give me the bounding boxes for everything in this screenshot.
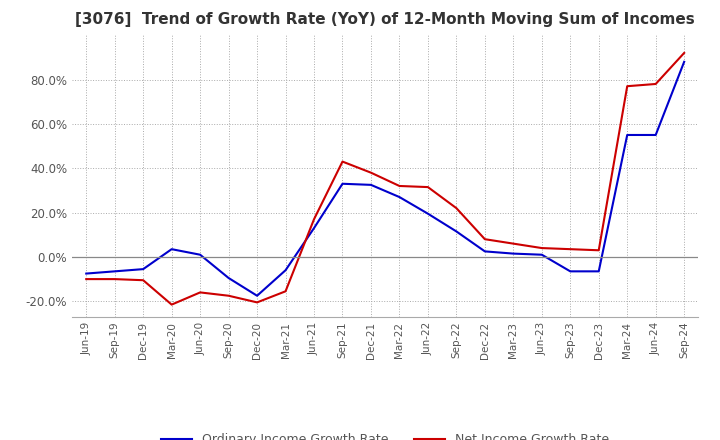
Net Income Growth Rate bbox=[680, 50, 688, 55]
Ordinary Income Growth Rate bbox=[480, 249, 489, 254]
Net Income Growth Rate bbox=[537, 246, 546, 251]
Net Income Growth Rate bbox=[595, 248, 603, 253]
Line: Net Income Growth Rate: Net Income Growth Rate bbox=[86, 53, 684, 304]
Ordinary Income Growth Rate bbox=[537, 252, 546, 257]
Net Income Growth Rate bbox=[452, 205, 461, 211]
Ordinary Income Growth Rate bbox=[595, 269, 603, 274]
Net Income Growth Rate bbox=[366, 170, 375, 175]
Ordinary Income Growth Rate bbox=[310, 225, 318, 231]
Net Income Growth Rate bbox=[139, 278, 148, 283]
Ordinary Income Growth Rate bbox=[110, 269, 119, 274]
Ordinary Income Growth Rate bbox=[82, 271, 91, 276]
Ordinary Income Growth Rate bbox=[253, 293, 261, 298]
Ordinary Income Growth Rate bbox=[196, 252, 204, 257]
Ordinary Income Growth Rate bbox=[623, 132, 631, 138]
Net Income Growth Rate bbox=[110, 276, 119, 282]
Net Income Growth Rate bbox=[310, 216, 318, 222]
Net Income Growth Rate bbox=[395, 183, 404, 189]
Line: Ordinary Income Growth Rate: Ordinary Income Growth Rate bbox=[86, 62, 684, 296]
Ordinary Income Growth Rate bbox=[338, 181, 347, 187]
Net Income Growth Rate bbox=[652, 81, 660, 87]
Net Income Growth Rate bbox=[82, 276, 91, 282]
Legend: Ordinary Income Growth Rate, Net Income Growth Rate: Ordinary Income Growth Rate, Net Income … bbox=[156, 429, 614, 440]
Net Income Growth Rate bbox=[253, 300, 261, 305]
Net Income Growth Rate bbox=[225, 293, 233, 298]
Ordinary Income Growth Rate bbox=[225, 275, 233, 281]
Ordinary Income Growth Rate bbox=[680, 59, 688, 64]
Title: [3076]  Trend of Growth Rate (YoY) of 12-Month Moving Sum of Incomes: [3076] Trend of Growth Rate (YoY) of 12-… bbox=[76, 12, 695, 27]
Net Income Growth Rate bbox=[480, 237, 489, 242]
Net Income Growth Rate bbox=[338, 159, 347, 164]
Ordinary Income Growth Rate bbox=[652, 132, 660, 138]
Ordinary Income Growth Rate bbox=[452, 229, 461, 234]
Ordinary Income Growth Rate bbox=[366, 182, 375, 187]
Net Income Growth Rate bbox=[566, 246, 575, 252]
Net Income Growth Rate bbox=[509, 241, 518, 246]
Ordinary Income Growth Rate bbox=[566, 269, 575, 274]
Ordinary Income Growth Rate bbox=[282, 268, 290, 273]
Ordinary Income Growth Rate bbox=[423, 211, 432, 216]
Net Income Growth Rate bbox=[167, 302, 176, 307]
Ordinary Income Growth Rate bbox=[167, 246, 176, 252]
Ordinary Income Growth Rate bbox=[139, 267, 148, 272]
Net Income Growth Rate bbox=[196, 290, 204, 295]
Net Income Growth Rate bbox=[282, 289, 290, 294]
Ordinary Income Growth Rate bbox=[395, 194, 404, 200]
Net Income Growth Rate bbox=[623, 84, 631, 89]
Ordinary Income Growth Rate bbox=[509, 251, 518, 256]
Net Income Growth Rate bbox=[423, 184, 432, 190]
